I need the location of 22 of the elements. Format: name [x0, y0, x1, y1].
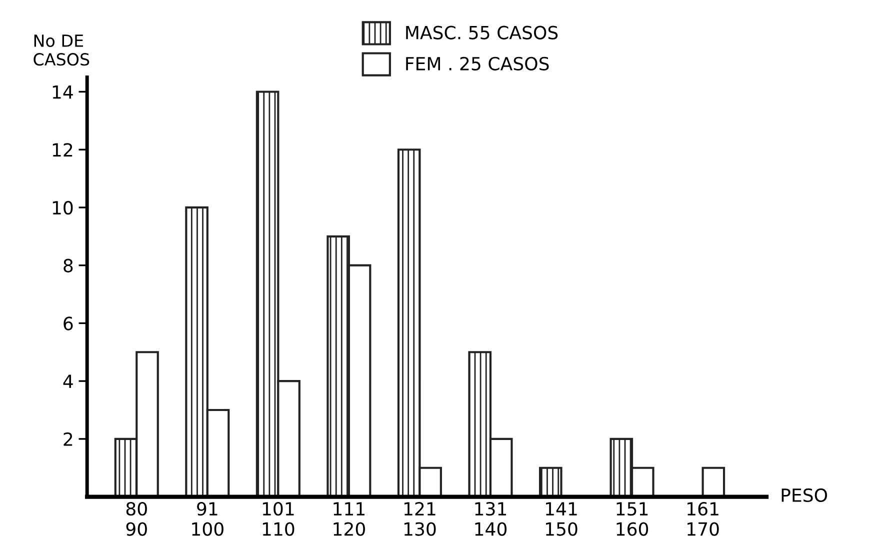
x-tick-label: 121 130: [404, 502, 436, 536]
bar: [702, 466, 726, 497]
x-tick-label: 131 140: [475, 502, 507, 536]
legend-label: FEM . 25 CASOS: [406, 56, 549, 70]
x-tick-label: 151 160: [616, 502, 648, 536]
y-tick-label: 4: [63, 374, 73, 388]
x-tick-label: 141 150: [546, 502, 578, 536]
x-tick-label: 101 110: [262, 502, 294, 536]
y-tick-label: 8: [64, 258, 73, 272]
y-tick-label: 12: [52, 143, 72, 156]
y-tick-label: 10: [52, 200, 73, 215]
legend-label: MASC. 55 CASOS: [406, 26, 558, 40]
x-axis-title: PESO: [782, 488, 828, 502]
y-axis-title: No DE CASOS: [34, 34, 90, 66]
x-tick-label: 111 120: [334, 502, 365, 536]
bar: [538, 466, 562, 497]
x-tick-label: 80 90: [126, 502, 147, 536]
y-tick-label: 6: [64, 316, 73, 330]
y-tick-label: 2: [64, 432, 72, 446]
x-tick-label: 161 170: [688, 502, 719, 536]
x-tick-label: 91 100: [192, 502, 224, 536]
y-tick-label: 14: [52, 85, 73, 99]
